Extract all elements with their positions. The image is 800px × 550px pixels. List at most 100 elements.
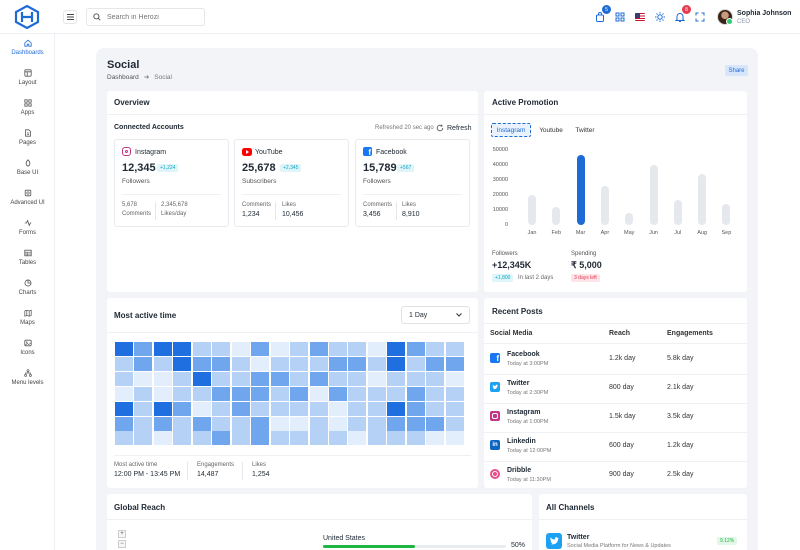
heatmap-cell[interactable] [426, 431, 445, 446]
table-row[interactable]: Dribble Today at 11:30PM 900 day 2.5k da… [490, 462, 740, 490]
heatmap-cell[interactable] [367, 416, 386, 431]
heatmap-cell[interactable] [192, 416, 211, 431]
heatmap-cell[interactable] [231, 431, 250, 446]
chart-bar-may[interactable] [625, 213, 634, 225]
table-row[interactable]: Instagram Today at 1:00PM 1.5k day 3.5k … [490, 404, 740, 432]
heatmap-cell[interactable] [367, 431, 386, 446]
herozi-logo[interactable] [14, 5, 40, 29]
heatmap-cell[interactable] [328, 431, 347, 446]
heatmap-cell[interactable] [387, 416, 406, 431]
heatmap-cell[interactable] [134, 386, 153, 401]
heatmap-cell[interactable] [212, 356, 231, 371]
sidebar-item-forms[interactable]: Forms [0, 219, 55, 236]
tab-instagram[interactable]: Instagram [491, 123, 531, 137]
chart-bar-apr[interactable] [600, 186, 609, 225]
heatmap-cell[interactable] [251, 371, 270, 386]
heatmap-cell[interactable] [231, 356, 250, 371]
heatmap-cell[interactable] [426, 342, 445, 356]
heatmap-cell[interactable] [270, 342, 289, 356]
account-card-facebook[interactable]: f Facebook 15,789 +567 Followers Comment… [355, 139, 470, 227]
heatmap-cell[interactable] [290, 356, 309, 371]
heatmap-cell[interactable] [387, 401, 406, 416]
heatmap-cell[interactable] [251, 386, 270, 401]
sidebar-item-dashboards[interactable]: Dashboards [0, 39, 55, 56]
heatmap-cell[interactable] [328, 416, 347, 431]
table-row[interactable]: in Linkedin Today at 12:00PM 600 day 1.2… [490, 433, 740, 461]
chart-bar-aug[interactable] [698, 174, 707, 225]
heatmap-cell[interactable] [387, 431, 406, 446]
heatmap-cell[interactable] [192, 386, 211, 401]
heatmap-cell[interactable] [153, 416, 172, 431]
heatmap-cell[interactable] [348, 386, 367, 401]
sidebar-item-tables[interactable]: Tables [0, 249, 55, 266]
heatmap-cell[interactable] [153, 431, 172, 446]
heatmap-cell[interactable] [348, 431, 367, 446]
search-input[interactable] [107, 13, 197, 21]
heatmap-cell[interactable] [348, 401, 367, 416]
heatmap-cell[interactable] [387, 356, 406, 371]
heatmap-cell[interactable] [309, 342, 328, 356]
heatmap-cell[interactable] [115, 386, 133, 401]
heatmap-cell[interactable] [328, 386, 347, 401]
heatmap-cell[interactable] [153, 386, 172, 401]
sidebar-item-apps[interactable]: Apps [0, 99, 55, 116]
heatmap-cell[interactable] [367, 371, 386, 386]
heatmap-cell[interactable] [270, 371, 289, 386]
heatmap-cell[interactable] [212, 431, 231, 446]
heatmap-cell[interactable] [115, 356, 133, 371]
chart-bar-sep[interactable] [722, 204, 731, 225]
heatmap-cell[interactable] [212, 342, 231, 356]
heatmap-cell[interactable] [192, 356, 211, 371]
heatmap-cell[interactable] [406, 342, 425, 356]
heatmap-cell[interactable] [348, 356, 367, 371]
share-button[interactable]: Share [725, 65, 748, 76]
heatmap-cell[interactable] [270, 356, 289, 371]
user-name[interactable]: Sophia Johnson [737, 10, 792, 17]
heatmap-cell[interactable] [367, 386, 386, 401]
theme-toggle-button[interactable] [654, 11, 666, 23]
heatmap-cell[interactable] [153, 371, 172, 386]
table-row[interactable]: Twitter Today at 2:30PM 800 day 2.1k day [490, 375, 740, 403]
heatmap-cell[interactable] [406, 416, 425, 431]
heatmap-cell[interactable] [231, 401, 250, 416]
heatmap-cell[interactable] [367, 401, 386, 416]
heatmap-cell[interactable] [426, 416, 445, 431]
tab-twitter[interactable]: Twitter [575, 126, 595, 134]
heatmap-cell[interactable] [173, 401, 192, 416]
zoom-out-button[interactable]: − [118, 540, 126, 548]
heatmap-cell[interactable] [328, 371, 347, 386]
heatmap-cell[interactable] [445, 386, 464, 401]
sidebar-item-maps[interactable]: Maps [0, 309, 55, 326]
heatmap-cell[interactable] [115, 416, 133, 431]
heatmap-cell[interactable] [328, 401, 347, 416]
chart-bar-mar[interactable] [576, 154, 585, 225]
heatmap-cell[interactable] [406, 401, 425, 416]
heatmap-cell[interactable] [290, 371, 309, 386]
breadcrumb-home[interactable]: Dashboard [107, 74, 139, 81]
heatmap-cell[interactable] [251, 431, 270, 446]
heatmap-cell[interactable] [309, 386, 328, 401]
chart-bar-jun[interactable] [649, 165, 658, 225]
tab-youtube[interactable]: Youtube [539, 126, 563, 134]
user-avatar[interactable] [717, 9, 733, 25]
heatmap-cell[interactable] [426, 371, 445, 386]
heatmap-cell[interactable] [348, 416, 367, 431]
heatmap-cell[interactable] [251, 342, 270, 356]
heatmap-cell[interactable] [115, 431, 133, 446]
heatmap-cell[interactable] [406, 356, 425, 371]
heatmap-cell[interactable] [251, 356, 270, 371]
heatmap-cell[interactable] [134, 342, 153, 356]
heatmap-cell[interactable] [231, 342, 250, 356]
heatmap-cell[interactable] [426, 401, 445, 416]
heatmap-cell[interactable] [115, 401, 133, 416]
sidebar-item-menu-levels[interactable]: Menu levels [0, 369, 55, 386]
heatmap-cell[interactable] [231, 416, 250, 431]
heatmap-cell[interactable] [192, 431, 211, 446]
heatmap-cell[interactable] [270, 416, 289, 431]
heatmap-cell[interactable] [212, 371, 231, 386]
heatmap-cell[interactable] [173, 342, 192, 356]
heatmap-cell[interactable] [153, 356, 172, 371]
notifications-button[interactable]: 8 [674, 5, 691, 23]
heatmap-cell[interactable] [290, 401, 309, 416]
heatmap-cell[interactable] [367, 356, 386, 371]
